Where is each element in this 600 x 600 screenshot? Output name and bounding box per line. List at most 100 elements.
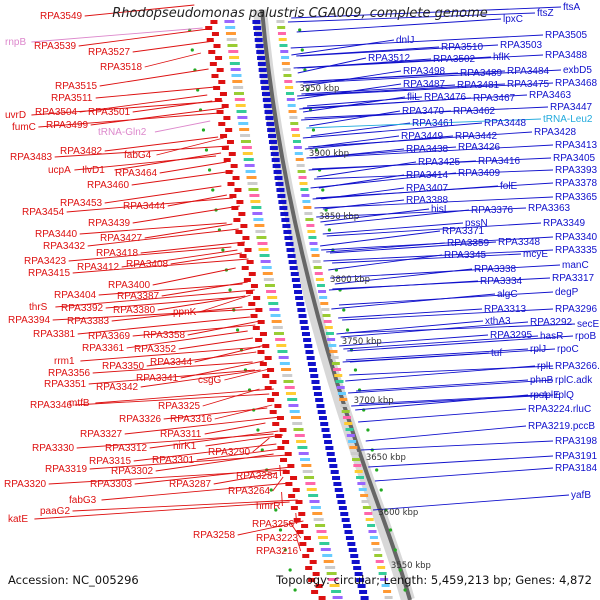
gene-block-forward (275, 182, 284, 186)
gene-block-reverse (215, 56, 223, 60)
right-gene-label: RPA3363 (528, 203, 571, 214)
gene-block-forward (316, 404, 325, 408)
left-gene-label: RPA3504 (35, 107, 78, 118)
gene-block-forward (253, 32, 262, 36)
left-gene-label: RPA3454 (22, 207, 65, 218)
right-connector-line (316, 161, 417, 178)
track-dot (311, 128, 316, 132)
scale-label: 3950 kbp (299, 84, 339, 94)
right-connector-line (365, 425, 527, 442)
right-gene-label: RPA3393 (555, 165, 598, 176)
gene-block-cog (302, 200, 311, 203)
gene-block-cog (253, 218, 264, 221)
gene-block-cog (234, 98, 245, 101)
gene-block-cog (258, 248, 269, 251)
gene-block-reverse (221, 104, 229, 108)
left-gene-label: hmrR (256, 501, 280, 512)
gene-block-cog (287, 104, 296, 107)
gene-block-reverse (318, 596, 326, 600)
left-connector-line (161, 281, 248, 297)
right-gene-label: RPA3489 (460, 68, 503, 79)
left-connector-line (149, 430, 279, 449)
right-gene-label: RPA3448 (484, 118, 527, 129)
right-connector-line (328, 254, 443, 271)
left-connector-line (170, 252, 242, 265)
gene-block-cog (251, 206, 262, 209)
right-connector-line (310, 144, 554, 159)
gene-block-reverse (233, 218, 241, 222)
left-connector-line (124, 416, 281, 435)
left-connector-line (163, 407, 268, 420)
gene-block-reverse (210, 20, 218, 24)
gene-block-forward (357, 584, 366, 588)
gene-block-cog (233, 86, 244, 89)
scale-label: 3650 kbp (366, 453, 406, 463)
left-gene-label: RPA3440 (35, 229, 78, 240)
right-connector-line (287, 12, 536, 23)
left-connector-line (202, 388, 260, 407)
right-gene-label: rpsL (530, 390, 550, 401)
right-gene-label: RPA3340 (555, 232, 598, 243)
left-gene-label: RPA3404 (54, 290, 97, 301)
gene-block-cog (329, 350, 338, 353)
gene-block-cog (237, 116, 248, 119)
left-gene-label: RPA3394 (8, 315, 51, 326)
gene-tracks (188, 20, 407, 600)
gene-block-cog (349, 446, 358, 449)
gene-block-reverse (257, 320, 265, 324)
right-gene-label: RPA3407 (406, 183, 449, 194)
left-gene-label: RPA3346 (30, 400, 73, 411)
right-gene-label: yafB (571, 490, 591, 501)
gene-block-forward (299, 320, 308, 324)
gene-block-cog (269, 308, 280, 311)
right-connector-line (332, 253, 522, 264)
gene-block-cog (292, 422, 303, 425)
right-connector-line (359, 394, 541, 405)
left-connector-line (31, 27, 203, 43)
right-connector-line (344, 323, 576, 334)
right-gene-label: rplL (537, 361, 554, 372)
gene-block-reverse (299, 542, 307, 546)
left-gene-label: thrS (29, 302, 48, 313)
track-dot (393, 548, 397, 552)
gene-block-cog (296, 164, 305, 167)
right-connector-line (324, 209, 470, 226)
right-connector-line (343, 335, 539, 350)
left-connector-line (205, 434, 284, 447)
gene-block-cog (252, 212, 263, 215)
gene-block-cog (314, 272, 323, 275)
gene-block-reverse (248, 272, 256, 276)
right-connector-line (316, 207, 527, 218)
right-gene-label: RPA3488 (545, 50, 588, 61)
right-gene-label: RPA3335 (555, 245, 598, 256)
gene-block-forward (337, 500, 346, 504)
left-connector-line (187, 320, 261, 336)
left-connector-line (281, 491, 283, 507)
gene-block-cog (282, 374, 293, 377)
gene-block-forward (274, 176, 283, 180)
gene-block-cog (250, 200, 261, 203)
track-dot (366, 428, 370, 432)
gene-block-forward (324, 440, 333, 444)
gene-block-reverse (231, 206, 239, 210)
right-connector-line (291, 6, 562, 19)
right-gene-label: RPA3503 (500, 40, 543, 51)
left-gene-label: RPA3320 (4, 479, 47, 490)
track-dot (321, 188, 325, 192)
right-connector-line (336, 320, 484, 335)
gene-block-forward (322, 434, 331, 438)
gene-block-forward (296, 302, 305, 306)
gene-block-reverse (241, 266, 249, 270)
gene-block-cog (357, 482, 366, 485)
right-connector-line (302, 94, 528, 109)
right-gene-label: hasR (540, 331, 563, 342)
gene-block-cog (277, 350, 288, 353)
gene-block-cog (327, 338, 336, 341)
gene-block-reverse (219, 92, 227, 96)
right-gene-label: RPA3198 (555, 436, 598, 447)
left-gene-label: RPA3515 (55, 81, 98, 92)
gene-block-forward (359, 590, 368, 594)
gene-block-reverse (246, 290, 254, 294)
gene-block-cog (323, 320, 332, 323)
left-connector-line (104, 185, 222, 204)
